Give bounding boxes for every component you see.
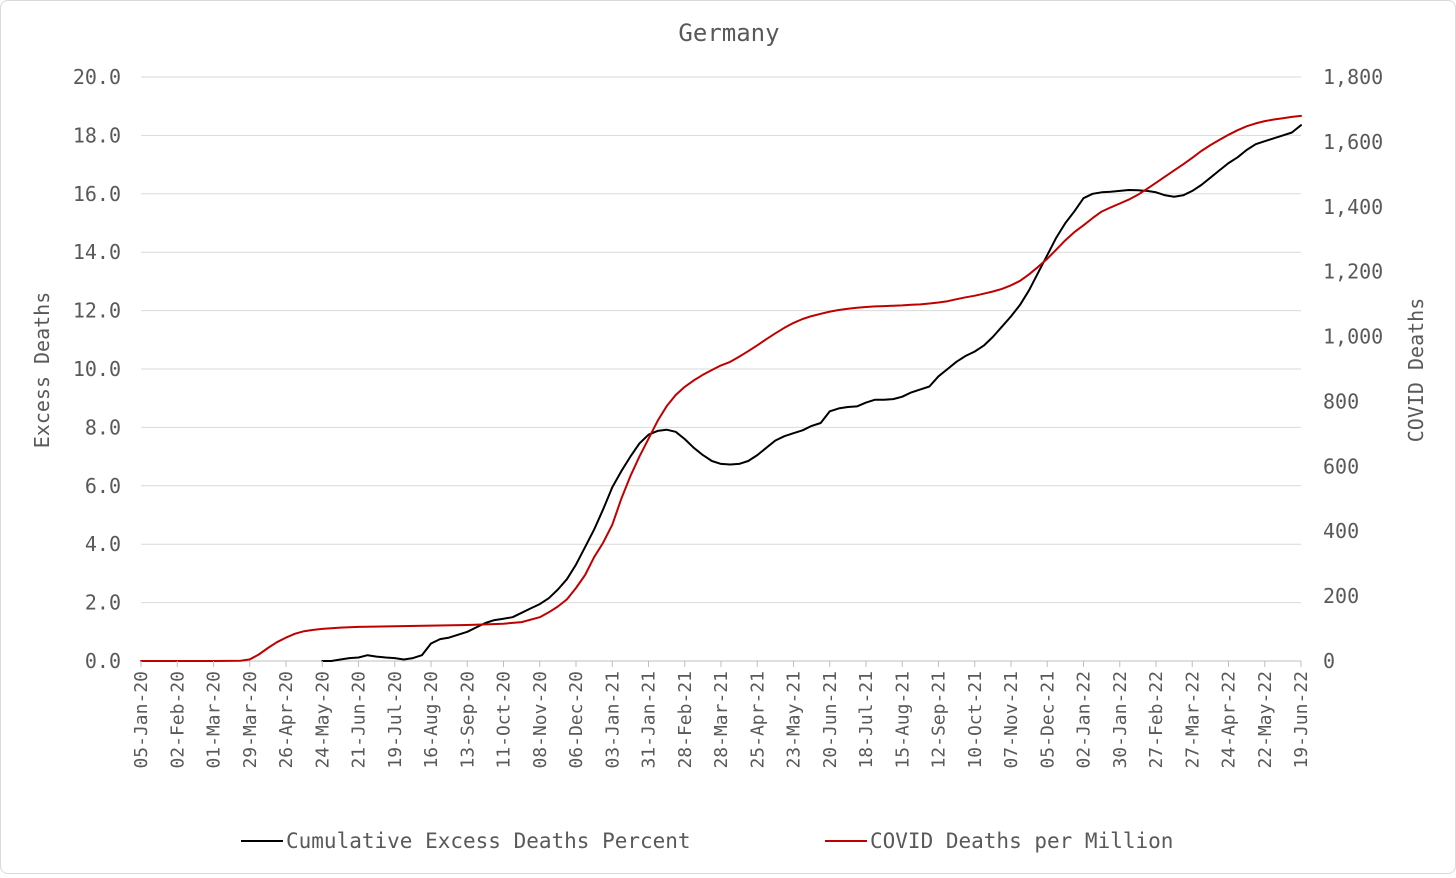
y2-tick-label: 1,000	[1323, 325, 1383, 349]
y2-tick-label: 600	[1323, 454, 1359, 478]
y2-tick-label: 1,600	[1323, 130, 1383, 154]
x-tick-label: 19-Jul-20	[385, 671, 406, 769]
legend-label-excess: Cumulative Excess Deaths Percent	[286, 829, 691, 853]
y2-tick-label: 0	[1323, 649, 1335, 673]
legend: Cumulative Excess Deaths Percent COVID D…	[241, 829, 1173, 853]
y2-tick-label: 1,800	[1323, 65, 1383, 89]
y-tick-label: 20.0	[73, 65, 121, 89]
y2-tick-label: 400	[1323, 519, 1359, 543]
y-tick-label: 14.0	[73, 240, 121, 264]
x-tick-label: 02-Feb-20	[167, 671, 188, 769]
x-tick-label: 24-Apr-22	[1219, 671, 1240, 769]
y2-tick-label: 800	[1323, 389, 1359, 413]
x-tick-label: 06-Dec-20	[566, 671, 587, 769]
chart-title: Germany	[678, 19, 779, 47]
x-tick-label: 12-Sep-21	[929, 671, 950, 769]
x-tick-label: 30-Jan-22	[1110, 671, 1131, 769]
x-tick-label: 05-Jan-20	[131, 671, 152, 769]
y-tick-label: 0.0	[85, 649, 121, 673]
y-tick-label: 4.0	[85, 532, 121, 556]
y-tick-label: 6.0	[85, 474, 121, 498]
series-line-covid-deaths	[140, 114, 1302, 662]
x-tick-label: 24-May-20	[312, 671, 333, 769]
right-axis-title: COVID Deaths	[1404, 298, 1428, 443]
x-tick-label: 18-Jul-21	[856, 671, 877, 769]
x-tick-label: 27-Mar-22	[1182, 671, 1203, 769]
x-tick-label: 13-Sep-20	[457, 671, 478, 769]
y2-tick-label: 200	[1323, 584, 1359, 608]
legend-item-covid: COVID Deaths per Million	[825, 829, 1173, 853]
x-tick-label: 29-Mar-20	[240, 671, 261, 769]
x-tick-label: 03-Jan-21	[602, 671, 623, 769]
left-axis-title: Excess Deaths	[30, 292, 54, 449]
x-tick-label: 26-Apr-20	[276, 671, 297, 769]
y2-tick-label: 1,200	[1323, 260, 1383, 284]
x-tick-label: 21-Jun-20	[349, 671, 370, 769]
x-tick-label: 19-Jun-22	[1291, 671, 1312, 769]
x-tick-label: 08-Nov-20	[530, 671, 551, 769]
x-tick-label: 07-Nov-21	[1001, 671, 1022, 769]
x-tick-label: 15-Aug-21	[892, 671, 913, 769]
left-axis-ticks: 0.0 2.0 4.0 6.0 8.0 10.0 12.0 14.0 16.0 18.0 20.0	[73, 65, 121, 673]
series-line-excess-deaths	[321, 124, 1302, 662]
x-tick-label: 20-Jun-21	[820, 671, 841, 769]
legend-label-covid: COVID Deaths per Million	[870, 829, 1173, 853]
gridlines	[141, 76, 1301, 662]
x-tick-label: 31-Jan-21	[639, 671, 660, 769]
x-tick-label: 28-Mar-21	[711, 671, 732, 769]
x-tick-label: 10-Oct-21	[965, 671, 986, 769]
y-tick-label: 10.0	[73, 357, 121, 381]
x-tick-label: 28-Feb-21	[675, 671, 696, 769]
x-tick-label: 27-Feb-22	[1146, 671, 1167, 769]
y-tick-label: 18.0	[73, 123, 121, 147]
x-tick-label: 11-Oct-20	[494, 671, 515, 769]
legend-item-excess: Cumulative Excess Deaths Percent	[241, 829, 691, 853]
x-tick-label: 05-Dec-21	[1037, 671, 1058, 769]
series-layer	[140, 114, 1302, 662]
x-tick-label: 01-Mar-20	[204, 671, 225, 769]
x-tick-label: 16-Aug-20	[421, 671, 442, 769]
y-tick-label: 12.0	[73, 299, 121, 323]
x-tick-label: 22-May-22	[1255, 671, 1276, 769]
x-tick-label: 23-May-21	[784, 671, 805, 769]
y2-tick-label: 1,400	[1323, 195, 1383, 219]
y-tick-label: 16.0	[73, 182, 121, 206]
x-axis-ticks: 05-Jan-20 02-Feb-20 01-Mar-20 29-Mar-20 26-A…	[131, 661, 1312, 769]
right-axis-ticks: 0 200 400 600 800 1,000 1,200 1,400 1,600 1,800	[1323, 65, 1383, 673]
y-tick-label: 2.0	[85, 591, 121, 615]
x-tick-label: 25-Apr-21	[747, 671, 768, 769]
y-tick-label: 8.0	[85, 415, 121, 439]
x-tick-label: 02-Jan-22	[1074, 671, 1095, 769]
